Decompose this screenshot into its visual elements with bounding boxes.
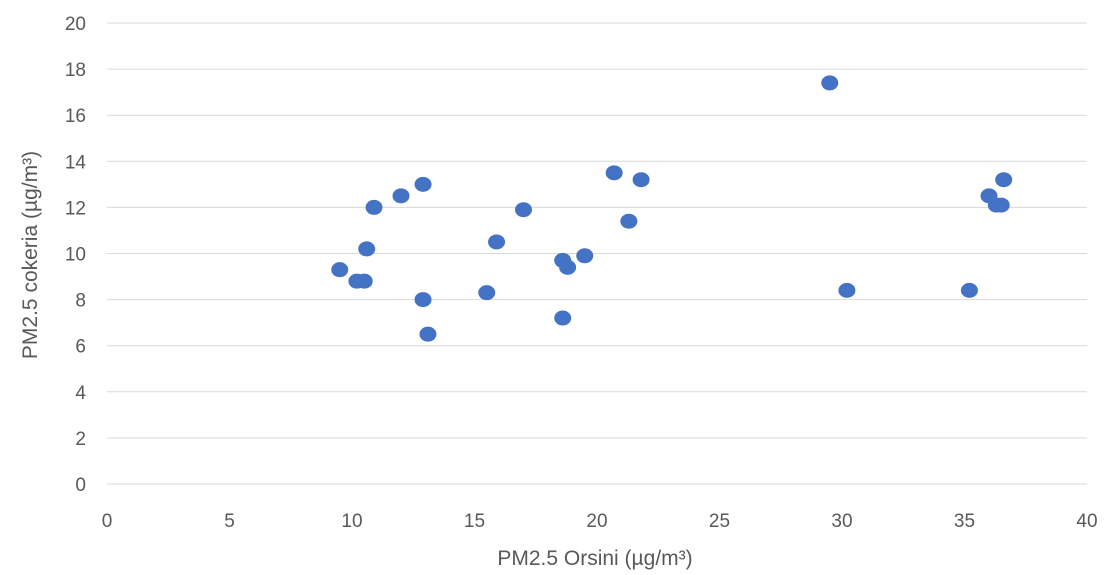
data-point bbox=[392, 188, 410, 204]
x-tick-label: 30 bbox=[831, 511, 852, 532]
x-tick-label: 35 bbox=[954, 511, 975, 532]
y-tick-label: 4 bbox=[75, 383, 86, 404]
x-tick-label: 25 bbox=[709, 511, 730, 532]
data-point bbox=[331, 262, 349, 278]
y-tick-label: 12 bbox=[65, 198, 86, 219]
y-tick-label: 14 bbox=[65, 152, 87, 173]
data-point bbox=[414, 176, 432, 192]
x-tick-label: 5 bbox=[224, 511, 235, 532]
x-tick-label: 20 bbox=[586, 511, 607, 532]
data-point bbox=[365, 199, 383, 215]
data-point bbox=[419, 326, 437, 342]
data-point bbox=[559, 259, 577, 275]
x-axis-title: PM2.5 Orsini (µg/m³) bbox=[497, 547, 692, 570]
data-point bbox=[632, 172, 650, 188]
y-axis-title: PM2.5 cokeria (µg/m³) bbox=[19, 151, 42, 359]
y-axis-ticks: 0 2 4 6 8 10 12 14 16 18 20 bbox=[65, 14, 87, 496]
data-point bbox=[554, 310, 572, 326]
data-point bbox=[576, 248, 594, 264]
data-point bbox=[358, 241, 376, 257]
y-tick-label: 6 bbox=[75, 337, 86, 358]
data-point bbox=[414, 292, 432, 308]
data-point bbox=[821, 75, 839, 91]
data-point bbox=[478, 285, 496, 301]
gridlines bbox=[107, 22, 1087, 485]
y-tick-label: 20 bbox=[65, 14, 86, 35]
x-tick-label: 10 bbox=[341, 511, 362, 532]
data-point bbox=[995, 172, 1013, 188]
data-point bbox=[515, 202, 532, 218]
y-tick-label: 0 bbox=[75, 475, 86, 496]
y-tick-label: 16 bbox=[65, 106, 86, 127]
data-points bbox=[331, 75, 1013, 342]
data-point bbox=[355, 273, 373, 289]
x-axis-ticks: 0 5 10 15 20 25 30 35 40 bbox=[102, 511, 1098, 532]
data-point bbox=[992, 197, 1010, 213]
data-point bbox=[960, 282, 978, 298]
y-tick-label: 2 bbox=[75, 429, 86, 450]
x-tick-label: 0 bbox=[102, 511, 113, 532]
x-tick-label: 40 bbox=[1076, 511, 1097, 532]
y-tick-label: 10 bbox=[65, 245, 86, 266]
data-point bbox=[620, 213, 638, 229]
data-point bbox=[838, 282, 856, 298]
data-point bbox=[488, 234, 506, 250]
x-tick-label: 15 bbox=[464, 511, 485, 532]
y-tick-label: 18 bbox=[65, 60, 86, 81]
y-tick-label: 8 bbox=[75, 291, 86, 312]
data-point bbox=[605, 165, 623, 181]
